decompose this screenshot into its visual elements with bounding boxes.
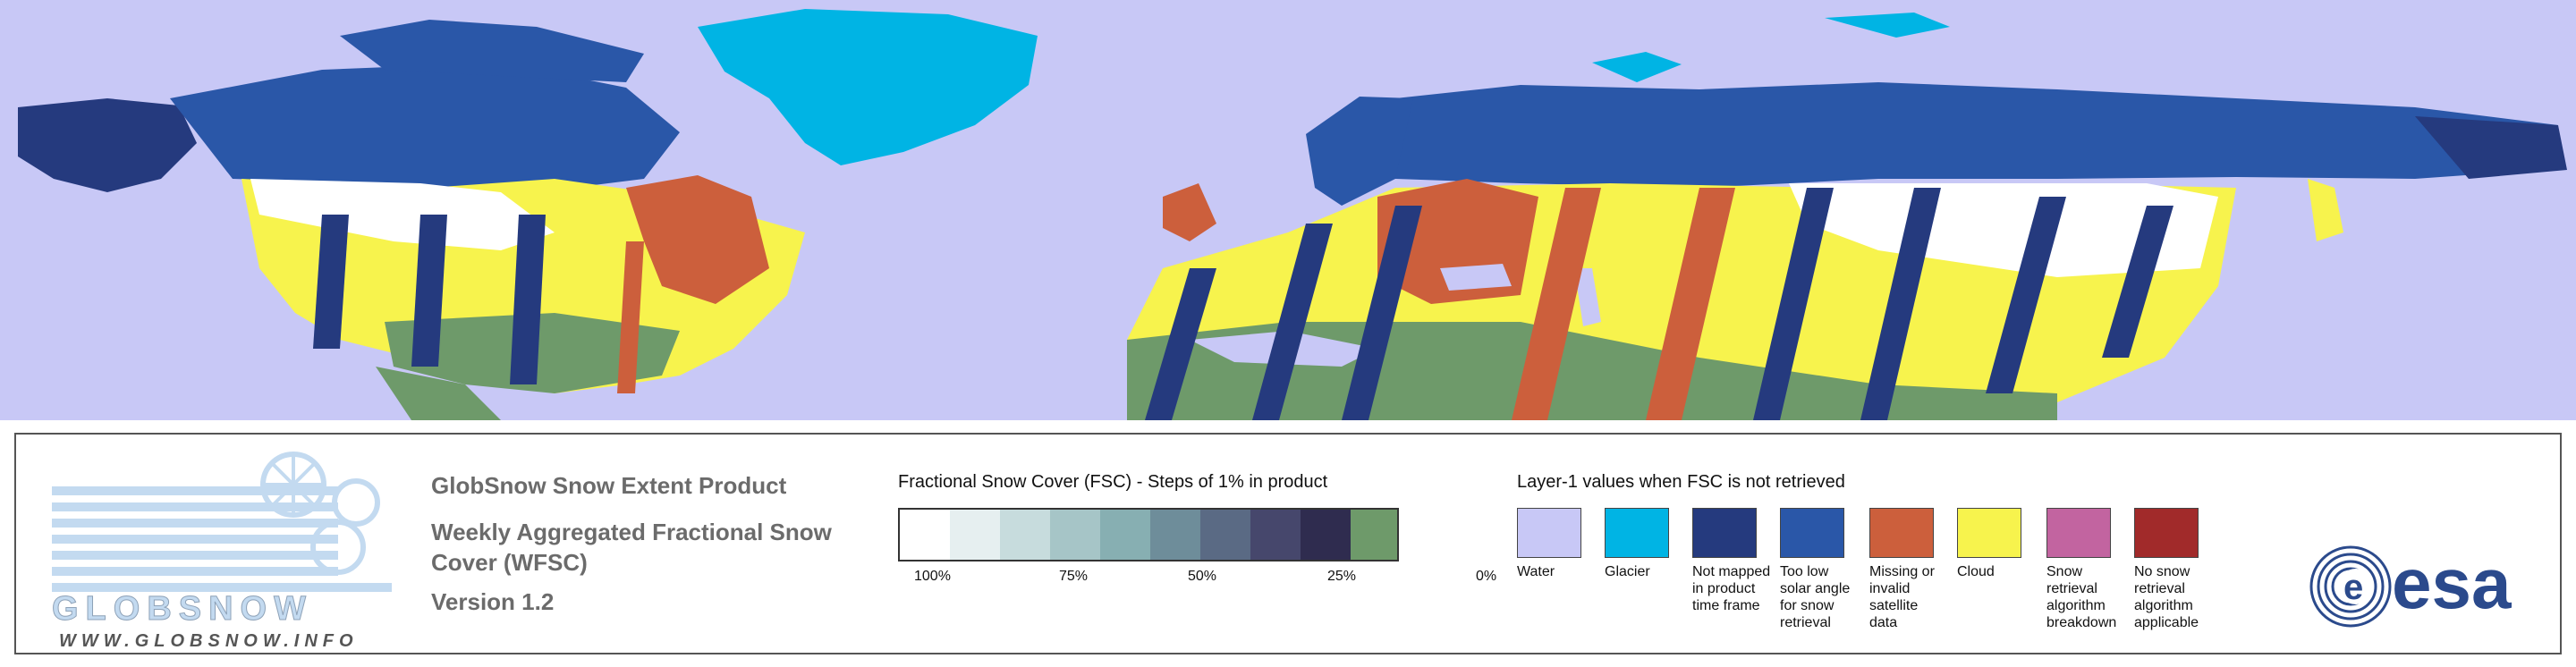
canada-north-landmass xyxy=(170,63,680,192)
layer1-legend-title: Layer-1 values when FSC is not retrieved xyxy=(1517,472,1845,492)
caspian-water xyxy=(1574,268,1601,326)
svg-text:e: e xyxy=(2343,568,2363,607)
mexico-area xyxy=(376,367,501,420)
fsc-step xyxy=(950,510,1000,560)
logo-url: WWW.GLOBSNOW.INFO xyxy=(59,631,359,651)
legend-panel: GLOBSNOW WWW.GLOBSNOW.INFO GlobSnow Snow… xyxy=(14,433,2562,654)
fsc-step xyxy=(1351,510,1397,560)
greenland-glacier xyxy=(698,9,1038,165)
layer1-swatch-label: Missing or invalid satellite data xyxy=(1869,564,1935,630)
fsc-tick-100: 100% xyxy=(914,569,951,584)
layer1-swatch-label: Glacier xyxy=(1605,564,1650,579)
na-stripe-4 xyxy=(617,241,644,393)
ea-stripe-8 xyxy=(1986,197,2066,393)
alaska-landmass xyxy=(18,98,197,192)
layer1-swatch xyxy=(1605,508,1669,558)
eurasia-north-landmass xyxy=(1324,82,2558,188)
ea-stripe-3 xyxy=(1342,206,1422,420)
uk-missing-area xyxy=(1163,183,1216,241)
layer1-swatch xyxy=(1517,508,1581,558)
layer1-swatch xyxy=(1692,508,1757,558)
japan-area xyxy=(2308,179,2343,241)
ea-stripe-6 xyxy=(1753,188,1834,420)
fsc-step xyxy=(1200,510,1250,560)
layer1-swatch-label: No snow retrieval algorithm applicable xyxy=(2134,564,2199,630)
chukotka-area xyxy=(2415,116,2567,179)
na-stripe-2 xyxy=(411,215,447,367)
ea-stripe-1 xyxy=(1145,268,1216,420)
ea-stripe-7 xyxy=(1860,188,1941,420)
fsc-step xyxy=(1301,510,1351,560)
product-title: GlobSnow Snow Extent Product xyxy=(431,472,787,499)
na-stripe-3 xyxy=(510,215,546,384)
fsc-tick-50: 50% xyxy=(1188,569,1217,584)
eurasia-snow-area xyxy=(1789,183,2218,277)
na-stripe-1 xyxy=(313,215,349,349)
layer1-swatch xyxy=(2046,508,2111,558)
globsnow-logo: GLOBSNOW WWW.GLOBSNOW.INFO xyxy=(34,449,392,651)
layer1-swatch-label: Cloud xyxy=(1957,564,1995,579)
fsc-legend-title: Fractional Snow Cover (FSC) - Steps of 1… xyxy=(898,472,1328,492)
fsc-tick-0: 0% xyxy=(1476,569,1497,584)
ea-stripe-5 xyxy=(1646,188,1735,420)
fsc-colorbar xyxy=(898,508,1399,561)
ea-stripe-4 xyxy=(1512,188,1601,420)
fsc-step xyxy=(1050,510,1100,560)
esa-logo: e esa xyxy=(2306,542,2547,631)
fsc-gradient xyxy=(900,510,1397,560)
fsc-step xyxy=(1150,510,1200,560)
layer1-swatch xyxy=(1780,508,1844,558)
arctic-islands xyxy=(340,20,644,82)
product-subtitle: Weekly Aggregated Fractional Snow Cover … xyxy=(431,519,832,576)
layer1-swatch-label: Too low solar angle for snow retrieval xyxy=(1780,564,1851,630)
scandinavia-landmass xyxy=(1306,97,1413,206)
ea-stripe-2 xyxy=(1252,224,1333,420)
layer1-swatch xyxy=(1957,508,2021,558)
fsc-tick-25: 25% xyxy=(1327,569,1357,584)
fsc-tick-75: 75% xyxy=(1059,569,1089,584)
hudson-missing-area xyxy=(626,175,769,304)
esa-text: esa xyxy=(2392,544,2512,623)
layer1-swatch xyxy=(2134,508,2199,558)
black-sea-water xyxy=(1440,264,1512,291)
canada-snow-area xyxy=(250,179,555,250)
layer1-swatch-label: Snow retrieval algorithm breakdown xyxy=(2046,564,2117,630)
fsc-step xyxy=(900,510,950,560)
fsc-step xyxy=(1000,510,1050,560)
svalbard-glacier xyxy=(1592,52,1682,82)
snow-cover-map xyxy=(0,0,2576,420)
fsc-step xyxy=(1100,510,1150,560)
novaya-zemlya-glacier xyxy=(1825,13,1950,38)
ea-stripe-9 xyxy=(2102,206,2174,358)
layer1-swatch-label: Not mapped in product time frame xyxy=(1692,564,1771,613)
layer1-swatch-label: Water xyxy=(1517,564,1555,579)
layer1-swatch xyxy=(1869,508,1934,558)
product-version: Version 1.2 xyxy=(431,588,555,615)
logo-brand-text: GLOBSNOW xyxy=(52,590,313,629)
fsc-step xyxy=(1250,510,1301,560)
